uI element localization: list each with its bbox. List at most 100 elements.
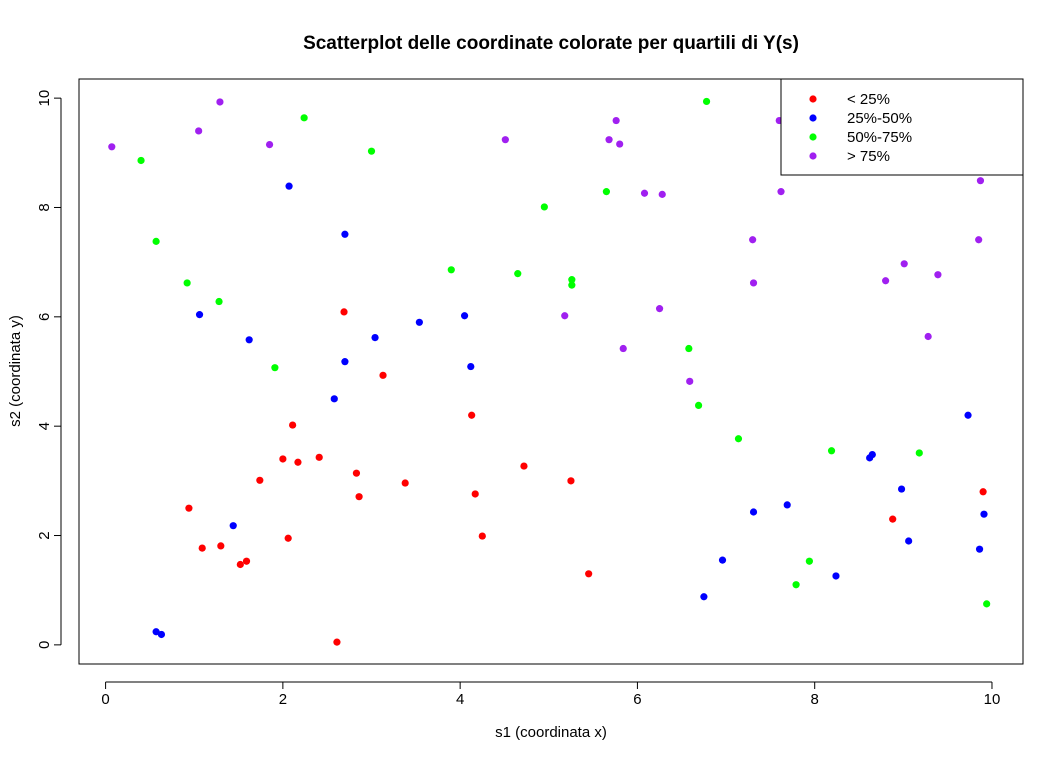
data-point [686,377,694,385]
data-point [514,270,522,278]
data-point [561,312,569,320]
data-point [216,98,224,106]
data-point [352,469,361,477]
data-point [602,188,610,196]
data-point [619,344,627,353]
legend-marker [809,152,817,160]
data-points [108,97,991,646]
x-axis: 0 2 4 6 8 10 [101,681,1001,708]
data-point [265,141,274,149]
data-point [215,297,223,306]
data-point [658,190,666,198]
data-point [900,260,908,268]
data-point [832,572,840,580]
data-point [979,488,987,496]
x-tick-label: 6 [633,691,641,708]
legend-marker [809,114,817,122]
data-point [340,308,348,316]
x-tick-label: 8 [811,691,819,708]
data-point [341,358,349,366]
data-point [792,581,800,589]
y-tick-label: 0 [36,641,53,649]
data-point [540,203,548,211]
data-point [330,395,338,403]
data-point [415,318,423,326]
data-point [640,189,649,197]
data-point [934,271,942,279]
y-axis-label: s2 (coordinata y) [7,315,24,427]
data-point [882,277,890,285]
data-point [976,177,985,185]
data-point [371,334,379,342]
data-point [915,449,923,457]
data-point [501,136,509,144]
data-point [195,127,203,135]
data-point [478,532,486,540]
data-point [567,477,575,485]
data-point [700,593,708,601]
legend-marker [809,95,817,103]
data-point [749,279,758,287]
data-point [694,401,703,409]
data-point [897,485,906,493]
legend: < 25% 25%-50% 50%-75% > 75% [780,78,1024,176]
data-point [355,493,363,501]
y-axis: 0 2 4 6 8 10 [36,90,62,649]
data-point [471,490,479,498]
data-point [447,266,455,274]
data-point [460,312,469,320]
legend-box [780,78,1024,176]
y-tick-label: 6 [36,313,53,321]
data-point [975,545,984,553]
data-point [868,451,876,459]
data-point [702,97,711,106]
data-point [783,501,791,509]
data-point [152,628,160,636]
data-point [284,534,292,542]
data-point [333,638,341,646]
data-point [924,332,932,341]
data-point [568,276,576,284]
data-point [734,435,743,443]
y-tick-label: 10 [36,90,53,107]
data-point [975,236,983,244]
data-point [108,143,116,151]
data-point [805,557,813,565]
data-point [229,522,237,530]
data-point [341,230,349,238]
y-tick-label: 4 [36,422,53,430]
data-point [467,362,475,371]
data-point [964,411,972,419]
data-point [289,421,297,429]
data-point [468,411,476,419]
data-point [279,455,287,463]
data-point [271,364,279,372]
x-tick-label: 4 [456,691,464,708]
data-point [827,447,836,455]
data-point [612,116,620,125]
data-point [367,147,376,155]
data-point [152,237,160,245]
data-point [245,336,253,344]
x-tick-label: 0 [101,691,109,708]
data-point [520,462,528,470]
data-point [655,305,664,313]
data-point [685,344,693,353]
data-point [256,476,264,484]
plot-frame [78,78,1024,665]
data-point [242,557,251,565]
data-point [195,311,204,319]
x-axis-label: s1 (coordinata x) [495,724,607,741]
data-point [236,560,244,569]
data-point [585,570,593,578]
data-point [980,510,988,518]
data-point [401,479,409,487]
data-point [137,156,145,165]
data-point [183,279,191,287]
data-point [983,600,991,608]
data-point [198,544,206,552]
x-tick-label: 10 [984,691,1001,708]
data-point [889,515,897,523]
data-point [185,504,193,512]
data-point [568,281,576,289]
